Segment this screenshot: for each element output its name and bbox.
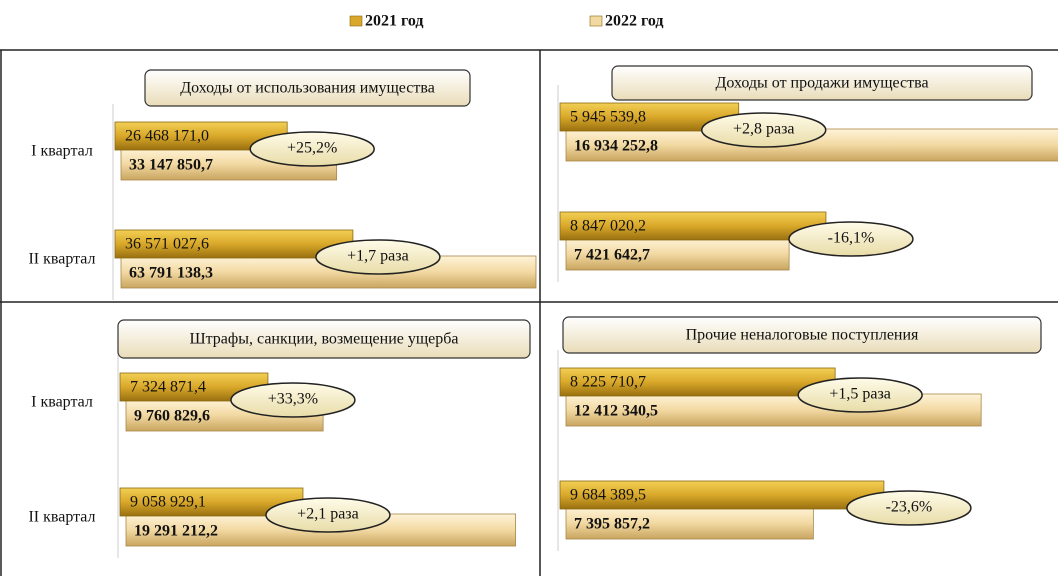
- category-label: II квартал: [28, 251, 95, 268]
- panel-title: Прочие неналоговые поступления: [686, 327, 919, 344]
- bar-2022: [565, 506, 814, 540]
- bar-2021: [559, 211, 827, 241]
- value-label-2022: 19 291 212,2: [134, 523, 218, 540]
- value-label-2022: 7 421 642,7: [574, 247, 650, 264]
- change-badge: [315, 239, 441, 275]
- change-label: -23,6%: [886, 499, 933, 516]
- panel-title-box: [562, 316, 1042, 354]
- legend-label: 2021 год: [365, 13, 424, 30]
- value-label-2022: 16 934 252,8: [574, 138, 658, 155]
- category-label: I квартал: [31, 143, 93, 160]
- panel: Штрафы, санкции, возмещение ущерба I квар…: [28, 319, 531, 558]
- panel-title-box: [117, 319, 531, 359]
- panel-title-box: [611, 65, 1033, 101]
- change-badge: [265, 497, 391, 533]
- change-badge: [700, 112, 827, 148]
- value-label-2021: 26 468 171,0: [125, 128, 209, 145]
- panel-title: Штрафы, санкции, возмещение ущерба: [189, 331, 458, 348]
- legend-swatch: [349, 15, 363, 27]
- category-label: II квартал: [28, 509, 95, 526]
- value-label-2022: 12 412 340,5: [574, 403, 658, 420]
- category-label: I квартал: [31, 394, 93, 411]
- panel-title-box: [144, 69, 471, 107]
- grid-frame: [0, 49, 1058, 576]
- bar-2021: [559, 367, 836, 397]
- change-label: +1,7 раза: [347, 248, 409, 265]
- change-label: +2,1 раза: [297, 506, 359, 523]
- value-label-2022: 9 760 829,6: [134, 408, 210, 425]
- value-label-2021: 5 945 539,8: [570, 109, 646, 126]
- change-badge: [846, 490, 972, 526]
- legend-swatch: [589, 15, 603, 27]
- value-label-2022: 33 147 850,7: [129, 157, 213, 174]
- value-label-2022: 63 791 138,3: [129, 265, 213, 282]
- change-badge: [249, 131, 375, 167]
- bar-2021: [559, 480, 885, 510]
- change-label: +1,5 раза: [829, 386, 891, 403]
- change-label: +25,2%: [287, 140, 337, 157]
- change-badge: [230, 382, 356, 418]
- panel: Доходы от продажи имущества 5 945 539,8 16…: [557, 65, 1058, 282]
- change-label: -16,1%: [828, 230, 875, 247]
- legend-label: 2022 год: [605, 13, 664, 30]
- change-badge: [797, 377, 923, 413]
- bar-2021: [114, 229, 354, 259]
- panel: Прочие неналоговые поступления 8 225 710,…: [557, 316, 1042, 551]
- value-label-2021: 9 058 929,1: [130, 494, 206, 511]
- change-label: +2,8 раза: [733, 121, 795, 138]
- value-label-2021: 7 324 871,4: [130, 379, 206, 396]
- value-label-2021: 36 571 027,6: [125, 236, 209, 253]
- value-label-2021: 9 684 389,5: [570, 487, 646, 504]
- panel: Доходы от использования имущества I кварт…: [28, 69, 537, 300]
- value-label-2021: 8 225 710,7: [570, 374, 646, 391]
- value-label-2021: 8 847 020,2: [570, 218, 646, 235]
- panel-title: Доходы от продажи имущества: [715, 75, 928, 92]
- change-badge: [788, 221, 914, 257]
- panel-title: Доходы от использования имущества: [180, 80, 435, 97]
- value-label-2022: 7 395 857,2: [574, 516, 650, 533]
- change-label: +33,3%: [268, 391, 318, 408]
